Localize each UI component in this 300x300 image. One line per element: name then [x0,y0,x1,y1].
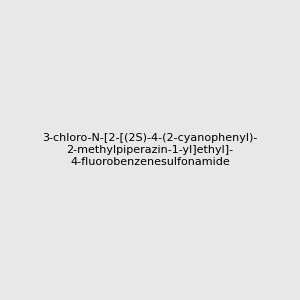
Text: 3-chloro-N-[2-[(2S)-4-(2-cyanophenyl)-
2-methylpiperazin-1-yl]ethyl]-
4-fluorobe: 3-chloro-N-[2-[(2S)-4-(2-cyanophenyl)- 2… [42,134,258,166]
